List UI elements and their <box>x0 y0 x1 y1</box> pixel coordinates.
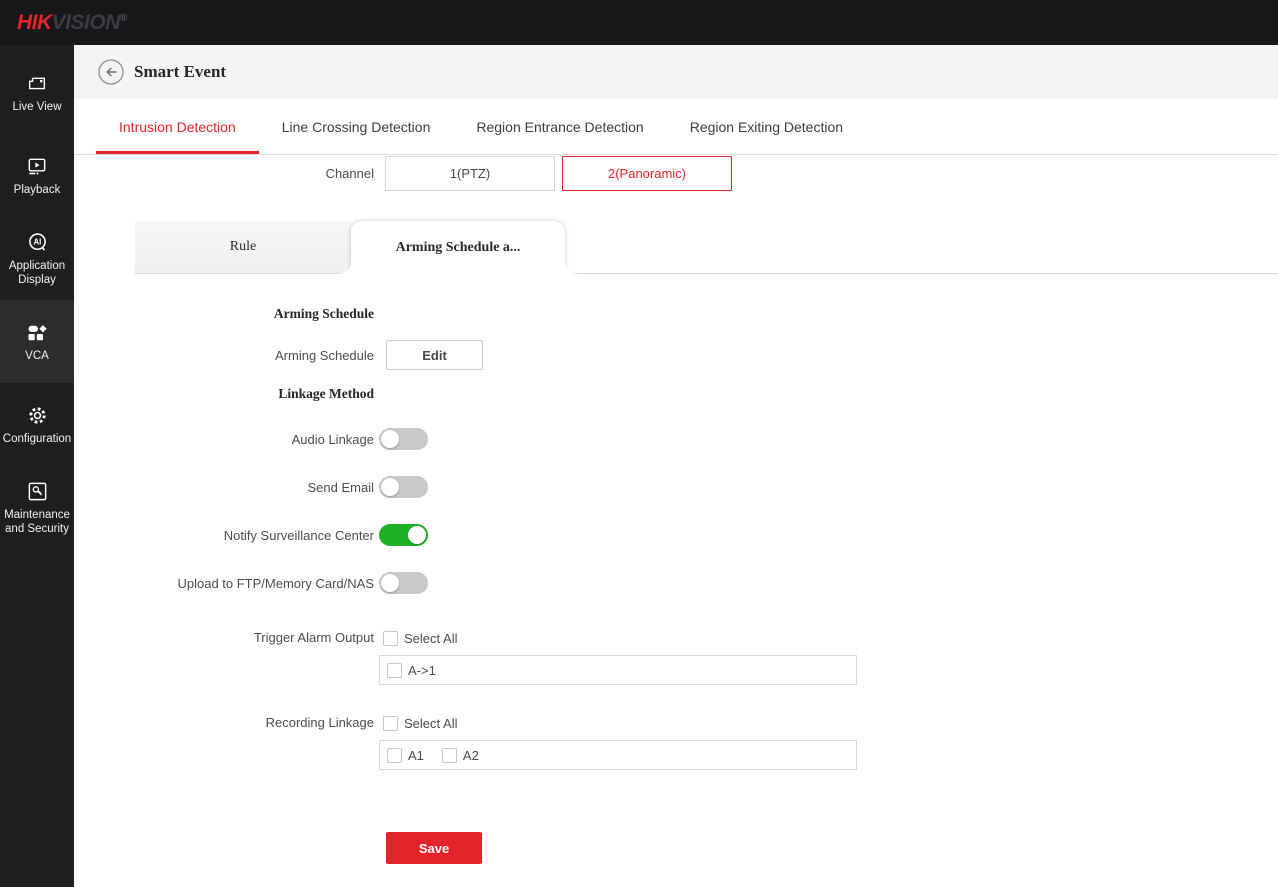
sidebar-item-label: Playback <box>13 183 61 196</box>
recording-select-all-checkbox[interactable] <box>383 715 398 731</box>
toggle-knob <box>381 430 399 448</box>
channel-1-ptz-button[interactable]: 1(PTZ) <box>385 155 555 191</box>
topbar: HIKVISION® <box>0 0 1278 45</box>
tab-label: Intrusion Detection <box>119 118 236 135</box>
upload-ftp-row: Upload to FTP/Memory Card/NAS <box>74 570 1278 596</box>
trigger-select-all-checkbox[interactable] <box>383 630 398 646</box>
sidebar-item-label: Configuration <box>2 432 72 445</box>
send-email-label: Send Email <box>307 479 374 495</box>
tab-line-crossing-detection[interactable]: Line Crossing Detection <box>259 99 454 154</box>
audio-linkage-toggle[interactable] <box>379 428 428 450</box>
sidebar-item-application-display[interactable]: AI Application Display <box>0 217 74 300</box>
ai-application-display-icon: AI <box>25 230 50 256</box>
page-title: Smart Event <box>134 62 227 81</box>
audio-linkage-label: Audio Linkage <box>291 431 374 447</box>
alarm-output-a1-label: A->1 <box>408 662 436 678</box>
send-email-row: Send Email <box>74 474 1278 500</box>
arming-schedule-edit-row: Arming Schedule Edit <box>74 340 1278 370</box>
sidebar-item-live-view[interactable]: Live View <box>0 51 74 134</box>
arming-schedule-row-label: Arming Schedule <box>275 347 374 363</box>
page-header: Smart Event <box>74 45 1278 99</box>
channel-2-panoramic-button[interactable]: 2(Panoramic) <box>562 155 732 191</box>
subtab-cover <box>337 274 579 280</box>
upload-ftp-label: Upload to FTP/Memory Card/NAS <box>177 575 374 591</box>
tab-region-exiting-detection[interactable]: Region Exiting Detection <box>667 99 866 154</box>
tab-region-entrance-detection[interactable]: Region Entrance Detection <box>453 99 666 154</box>
send-email-toggle[interactable] <box>379 476 428 498</box>
upload-ftp-toggle[interactable] <box>379 572 428 594</box>
recording-linkage-list: A1 A2 <box>379 740 857 770</box>
recording-a1-row: A1 <box>387 745 424 765</box>
sidebar-item-label: VCA <box>25 349 49 362</box>
subtab-label: Arming Schedule a... <box>395 239 521 255</box>
gear-icon <box>26 403 49 429</box>
arming-schedule-heading-row: Arming Schedule <box>74 306 1278 322</box>
recording-a2-label: A2 <box>462 747 479 763</box>
tab-intrusion-detection[interactable]: Intrusion Detection <box>96 99 259 154</box>
playback-icon <box>25 154 49 180</box>
sidebar-item-label: Application Display <box>8 259 66 286</box>
trigger-alarm-output-list: A->1 <box>379 655 857 685</box>
hikvision-logo: HIKVISION® <box>17 11 127 35</box>
live-view-icon <box>25 71 49 97</box>
recording-linkage-label: Recording Linkage <box>265 715 374 730</box>
audio-linkage-row: Audio Linkage <box>74 426 1278 452</box>
edit-button[interactable]: Edit <box>386 340 483 370</box>
logo-registered-mark: ® <box>119 12 127 24</box>
linkage-method-heading-row: Linkage Method <box>74 386 1278 402</box>
detection-tabs: Intrusion Detection Line Crossing Detect… <box>74 99 1278 155</box>
tab-label: Region Exiting Detection <box>689 118 844 135</box>
recording-select-all-row: Select All <box>383 713 857 733</box>
back-button[interactable] <box>98 59 124 85</box>
sidebar: Live View Playback AI Application Displa… <box>0 45 74 887</box>
notify-surveillance-center-label: Notify Surveillance Center <box>223 527 374 543</box>
notify-surveillance-center-row: Notify Surveillance Center <box>74 522 1278 548</box>
linkage-method-heading: Linkage Method <box>278 386 374 401</box>
sidebar-item-configuration[interactable]: Configuration <box>0 383 74 466</box>
save-button[interactable]: Save <box>386 832 482 864</box>
trigger-select-all-label: Select All <box>404 630 458 646</box>
svg-text:AI: AI <box>33 238 41 247</box>
trigger-select-all-row: Select All <box>383 628 857 648</box>
save-row: Save <box>74 832 1278 864</box>
recording-a1-checkbox[interactable] <box>387 747 402 763</box>
channel-label: Channel <box>325 165 374 181</box>
toggle-knob <box>381 478 399 496</box>
main-content: Smart Event Intrusion Detection Line Cro… <box>74 45 1278 887</box>
channel-row: Channel 1(PTZ) 2(Panoramic) <box>74 155 1278 191</box>
alarm-output-a1-row: A->1 <box>387 660 436 680</box>
recording-a2-row: A2 <box>441 745 479 765</box>
vca-icon <box>25 320 49 346</box>
subtab-rule[interactable]: Rule <box>135 221 351 273</box>
sidebar-item-maintenance-security[interactable]: Maintenance and Security <box>0 466 74 549</box>
alarm-output-a1-checkbox[interactable] <box>387 662 402 678</box>
subtab-arming-schedule[interactable]: Arming Schedule a... <box>337 221 579 280</box>
recording-a2-checkbox[interactable] <box>441 747 457 763</box>
recording-select-all-label: Select All <box>404 715 458 731</box>
maintenance-security-icon <box>26 479 49 505</box>
recording-linkage-section: Recording Linkage Select All A1 A2 <box>74 713 1278 770</box>
arming-schedule-heading: Arming Schedule <box>273 306 374 321</box>
subtab-label: Rule <box>229 239 257 254</box>
sidebar-item-vca[interactable]: VCA <box>0 300 74 383</box>
sidebar-item-label: Maintenance and Security <box>4 508 70 535</box>
notify-surveillance-center-toggle[interactable] <box>379 524 428 546</box>
rule-arming-subtabs: Rule Arming Schedule a... <box>135 221 1278 280</box>
sidebar-item-label: Live View <box>12 100 62 113</box>
sidebar-item-playback[interactable]: Playback <box>0 134 74 217</box>
toggle-knob <box>408 526 426 544</box>
toggle-knob <box>381 574 399 592</box>
recording-a1-label: A1 <box>408 747 424 763</box>
trigger-alarm-output-section: Trigger Alarm Output Select All A->1 <box>74 628 1278 685</box>
tab-label: Region Entrance Detection <box>476 118 644 135</box>
tab-label: Line Crossing Detection <box>281 118 431 135</box>
logo-vision: VISION <box>51 10 121 34</box>
arming-schedule-panel: Arming Schedule Arming Schedule Edit Lin… <box>74 274 1278 864</box>
logo-hik: HIK <box>17 10 52 34</box>
trigger-alarm-output-label: Trigger Alarm Output <box>253 630 374 645</box>
